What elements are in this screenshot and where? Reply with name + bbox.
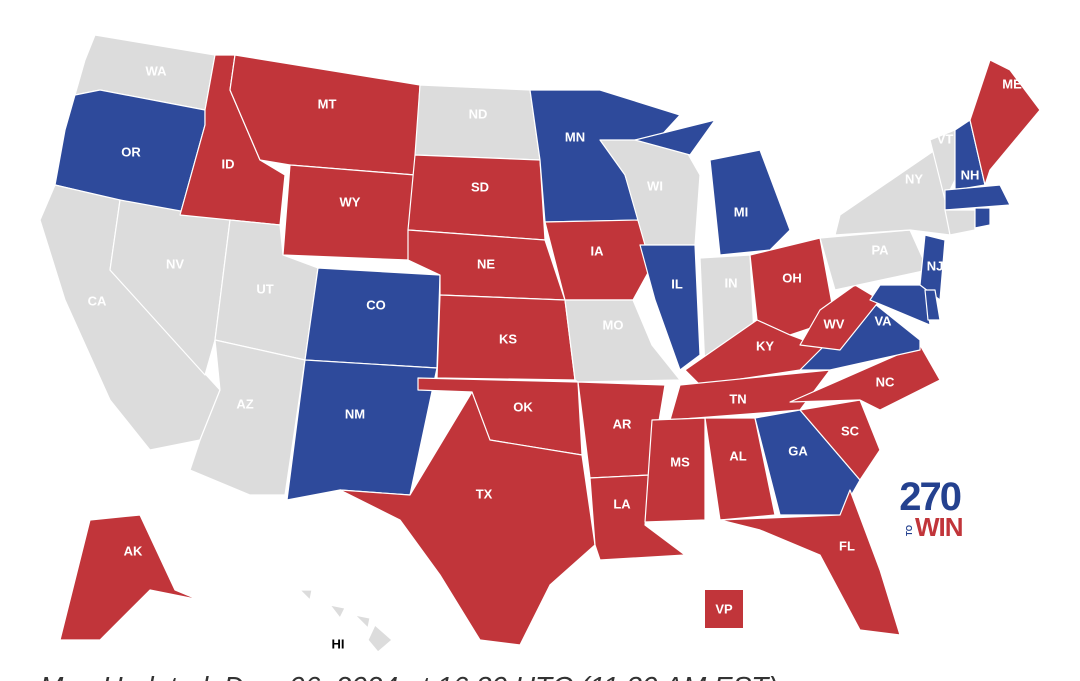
state-label: MI: [734, 204, 748, 219]
state-label: OR: [121, 144, 141, 159]
state-label: HI: [332, 636, 345, 651]
state: [974, 207, 991, 229]
state-label: IA: [591, 243, 605, 258]
state: [354, 614, 371, 629]
state-label: TX: [476, 486, 493, 501]
vp-box: [705, 590, 743, 628]
state: [644, 417, 706, 523]
state-label: NV: [166, 256, 184, 271]
state-label: MO: [603, 317, 624, 332]
state-label: CA: [88, 293, 107, 308]
state: [639, 244, 701, 371]
state: [564, 299, 681, 383]
state-label: MT: [318, 96, 337, 111]
state-label: FL: [839, 538, 855, 553]
state: [719, 489, 901, 636]
state-label: GA: [788, 443, 808, 458]
state-label: AK: [124, 543, 143, 558]
state-label: CO: [366, 297, 386, 312]
state-label: PA: [871, 242, 889, 257]
state: [704, 417, 776, 521]
state: [414, 84, 541, 161]
state-label: OK: [513, 399, 533, 414]
state: [407, 154, 546, 241]
state-label: ND: [469, 106, 488, 121]
state-label: WI: [647, 178, 663, 193]
state-label: TN: [729, 391, 746, 406]
state-label: WA: [146, 63, 168, 78]
state-label: NY: [905, 171, 923, 186]
state-label: SD: [471, 179, 489, 194]
logo-word: WIN: [915, 512, 963, 542]
state-label: LA: [613, 496, 631, 511]
state: [282, 164, 416, 261]
state-label: SC: [841, 423, 860, 438]
state-label: MN: [565, 129, 585, 144]
state: [799, 284, 881, 351]
state-label: VA: [874, 313, 892, 328]
state-label: VT: [937, 131, 954, 146]
state-label: WY: [340, 194, 361, 209]
state-label: NM: [345, 406, 365, 421]
state-label: ME: [1002, 76, 1022, 91]
state: [924, 289, 941, 321]
state-label: UT: [256, 281, 273, 296]
state: [944, 209, 976, 236]
state-label: ID: [222, 156, 235, 171]
state-label: AZ: [236, 396, 253, 411]
state: [869, 284, 931, 326]
logo-number: 270: [899, 475, 960, 519]
state-label: NH: [961, 167, 980, 182]
state: [544, 219, 656, 301]
state: [229, 54, 421, 176]
state-label: KY: [756, 338, 774, 353]
vp-label: VP: [715, 601, 733, 616]
state: [944, 184, 1011, 211]
state-label: IL: [671, 276, 683, 291]
state-label: IN: [725, 275, 738, 290]
state: [299, 589, 313, 601]
state-label: NJ: [927, 258, 944, 273]
logo-small: TO: [905, 525, 914, 536]
state: [799, 399, 881, 481]
state: [834, 149, 951, 236]
state: [819, 229, 929, 291]
state-label: OH: [782, 270, 802, 285]
state-label: NC: [876, 374, 895, 389]
state: [367, 624, 393, 653]
state: [969, 59, 1041, 186]
state: [709, 149, 791, 256]
state-label: KS: [499, 331, 517, 346]
footer: Map Updated: Dec. 06, 2024 at 16:30 UTC …: [40, 671, 778, 681]
state: [304, 267, 441, 369]
states: [39, 34, 1041, 653]
state-label: AR: [613, 416, 632, 431]
state-label: WV: [824, 316, 845, 331]
state: [329, 604, 346, 619]
state-label: MS: [670, 454, 690, 469]
state-label: NE: [477, 256, 495, 271]
state: [59, 514, 236, 641]
state: [919, 234, 946, 301]
state-label: AL: [729, 448, 746, 463]
state: [339, 391, 596, 646]
state: [634, 119, 716, 156]
state: [286, 359, 438, 501]
